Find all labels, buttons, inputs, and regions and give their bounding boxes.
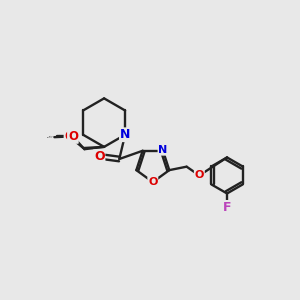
Text: O: O [64, 130, 74, 143]
Text: N: N [120, 128, 130, 141]
Text: methoxy: methoxy [57, 135, 64, 136]
Text: methoxy: methoxy [47, 136, 53, 138]
Text: O: O [195, 170, 204, 180]
Text: F: F [223, 201, 231, 214]
Text: methoxy: methoxy [49, 136, 56, 137]
Text: O: O [94, 150, 104, 163]
Text: O: O [68, 130, 78, 143]
Text: N: N [158, 145, 168, 155]
Text: O: O [148, 177, 158, 187]
